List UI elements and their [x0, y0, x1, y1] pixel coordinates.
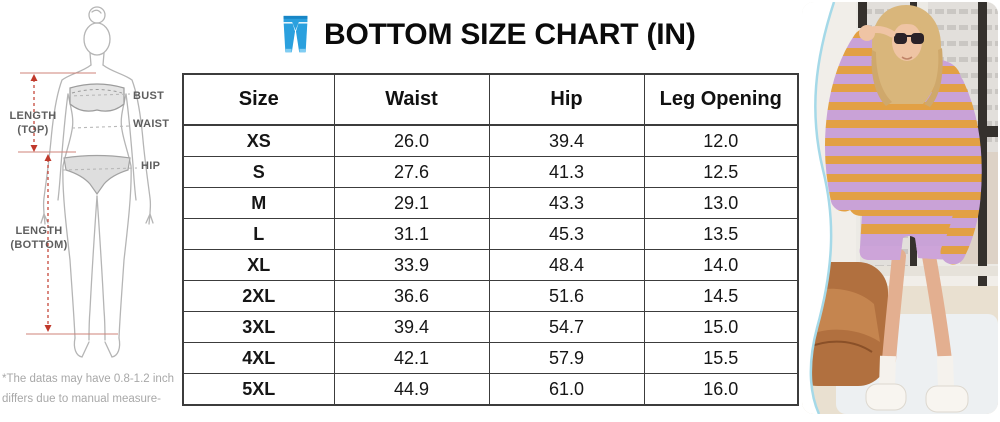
column-header: Waist [333, 73, 490, 126]
value-cell: 44.9 [333, 373, 490, 406]
table-row: XL 33.9 48.4 14.0 [182, 249, 799, 281]
table-row: M 29.1 43.3 13.0 [182, 187, 799, 219]
page-title: BOTTOM SIZE CHART (IN) [324, 18, 696, 51]
size-cell: M [182, 187, 335, 219]
label-hip: HIP [141, 160, 161, 172]
value-cell: 16.0 [643, 373, 799, 406]
body-sketch [18, 6, 154, 358]
value-cell: 12.5 [643, 156, 799, 188]
value-cell: 26.0 [333, 124, 490, 157]
size-table-header-row: Size Waist Hip Leg Opening [182, 73, 799, 126]
table-row: S 27.6 41.3 12.5 [182, 156, 799, 188]
value-cell: 27.6 [333, 156, 490, 188]
size-cell: XS [182, 124, 335, 157]
table-row: 5XL 44.9 61.0 16.0 [182, 373, 799, 406]
underwear [63, 154, 131, 196]
sunglasses [894, 33, 924, 44]
column-header: Leg Opening [643, 73, 799, 126]
value-cell: 39.4 [488, 124, 645, 157]
model-photo [802, 2, 998, 414]
size-table-body: XS 26.0 39.4 12.0 S 27.6 41.3 12.5 M 29.1 43.3 13.0… [182, 124, 799, 406]
photo-curve-overlay [802, 2, 836, 414]
table-row: 3XL 39.4 54.7 15.0 [182, 311, 799, 343]
value-cell: 51.6 [488, 280, 645, 312]
label-bust: BUST [133, 90, 165, 102]
size-table: Size Waist Hip Leg Opening XS 26.0 39.4 12.0 S 2… [182, 73, 799, 406]
size-cell: 5XL [182, 373, 335, 406]
page-header: BOTTOM SIZE CHART (IN) [280, 9, 696, 61]
value-cell: 43.3 [488, 187, 645, 219]
bandeau-top [69, 83, 125, 112]
value-cell: 36.6 [333, 280, 490, 312]
value-cell: 33.9 [333, 249, 490, 281]
table-row: 2XL 36.6 51.6 14.5 [182, 280, 799, 312]
table-row: 4XL 42.1 57.9 15.5 [182, 342, 799, 374]
label-length-bottom: LENGTH (BOTTOM) [10, 225, 68, 251]
value-cell: 14.5 [643, 280, 799, 312]
value-cell: 61.0 [488, 373, 645, 406]
size-cell: 3XL [182, 311, 335, 343]
value-cell: 54.7 [488, 311, 645, 343]
label-waist: WAIST [133, 118, 170, 130]
value-cell: 57.9 [488, 342, 645, 374]
value-cell: 15.0 [643, 311, 799, 343]
value-cell: 12.0 [643, 124, 799, 157]
jeans-icon [283, 15, 308, 53]
value-cell: 45.3 [488, 218, 645, 250]
table-row: XS 26.0 39.4 12.0 [182, 124, 799, 157]
measure-guide-dashes [62, 93, 138, 171]
value-cell: 48.4 [488, 249, 645, 281]
value-cell: 29.1 [333, 187, 490, 219]
column-header: Hip [488, 73, 645, 126]
size-cell: S [182, 156, 335, 188]
value-cell: 13.5 [643, 218, 799, 250]
label-length-top: LENGTH (TOP) [9, 110, 57, 136]
value-cell: 39.4 [333, 311, 490, 343]
size-cell: 2XL [182, 280, 335, 312]
length-measure-lines [18, 72, 118, 335]
photo-model [825, 5, 982, 413]
size-cell: 4XL [182, 342, 335, 374]
value-cell: 42.1 [333, 342, 490, 374]
measurement-disclaimer: *The datas may have 0.8-1.2 inch differs… [2, 373, 174, 405]
table-row: L 31.1 45.3 13.5 [182, 218, 799, 250]
value-cell: 14.0 [643, 249, 799, 281]
value-cell: 41.3 [488, 156, 645, 188]
value-cell: 15.5 [643, 342, 799, 374]
size-cell: L [182, 218, 335, 250]
value-cell: 31.1 [333, 218, 490, 250]
size-cell: XL [182, 249, 335, 281]
column-header: Size [182, 73, 335, 126]
value-cell: 13.0 [643, 187, 799, 219]
